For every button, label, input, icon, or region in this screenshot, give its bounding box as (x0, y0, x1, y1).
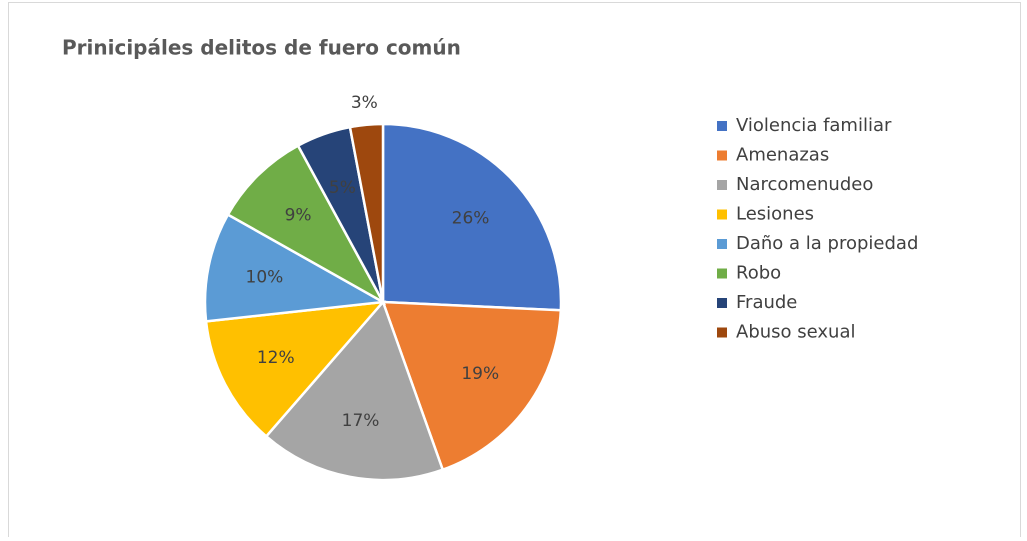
legend-swatch (717, 239, 727, 249)
legend-label: Robo (736, 263, 781, 284)
chart-title: Prinicipáles delitos de fuero común (62, 36, 461, 60)
data-label: 9% (285, 206, 312, 226)
pie-slice (348, 122, 385, 303)
pie-slice (264, 299, 445, 482)
data-label: 26% (452, 208, 490, 228)
legend-swatch (717, 209, 727, 220)
legend-label: Abuso sexual (736, 322, 856, 343)
legend-label: Violencia familiar (736, 115, 892, 136)
pie-slice (203, 212, 388, 323)
data-label: 5% (329, 178, 356, 198)
pie-slice (204, 300, 387, 439)
data-label: 17% (342, 411, 380, 431)
pie-slice (226, 143, 387, 306)
legend-swatch (717, 121, 727, 131)
pie-slice (381, 122, 563, 312)
data-label: 12% (257, 348, 295, 368)
legend-label: Amenazas (736, 145, 829, 166)
legend-swatch (717, 298, 727, 308)
legend-swatch (717, 180, 727, 190)
legend-label: Daño a la propiedad (736, 233, 918, 254)
data-label: 3% (351, 93, 378, 113)
data-label: 10% (246, 268, 284, 288)
legend-swatch (717, 327, 727, 338)
legend-label: Narcomenudeo (736, 174, 873, 195)
legend-swatch (717, 268, 727, 279)
data-label: 19% (461, 364, 499, 384)
legend-swatch (717, 150, 727, 161)
legend-label: Lesiones (736, 204, 814, 225)
legend-label: Fraude (736, 292, 797, 313)
pie-slice (381, 300, 563, 472)
